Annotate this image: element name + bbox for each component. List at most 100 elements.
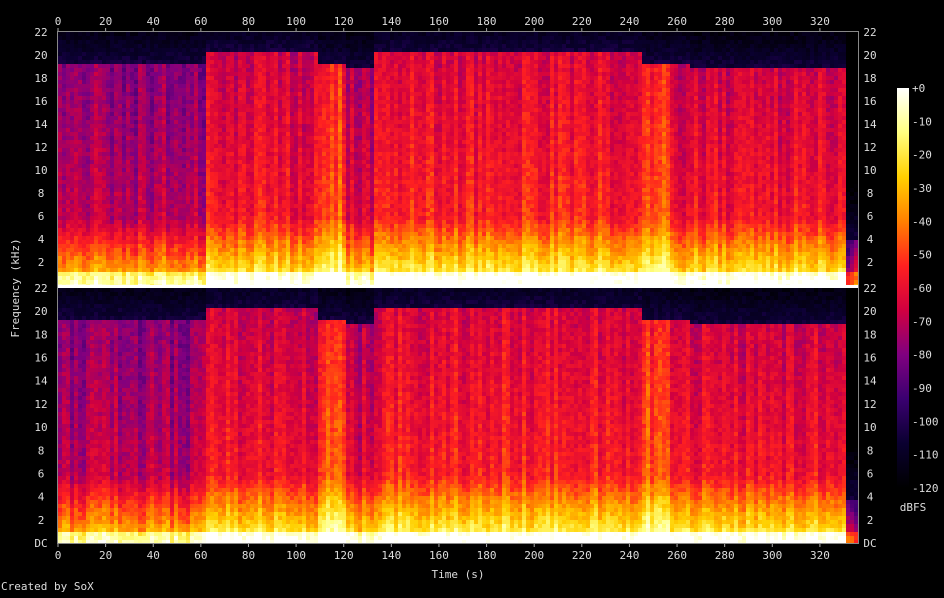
y-tick-label-left: 18: [34, 72, 47, 85]
x-tick-label-bottom: 180: [477, 549, 497, 562]
y-tick-label-right: 16: [863, 352, 876, 365]
x-tick-label-bottom: 40: [147, 549, 160, 562]
y-tick-label-right: 6: [867, 210, 874, 223]
x-tick-label-bottom: 320: [810, 549, 830, 562]
x-tick-label-bottom: 260: [667, 549, 687, 562]
x-tick-label-top: 280: [715, 15, 735, 28]
colorbar-tick-label: -90: [912, 382, 932, 395]
x-tick-label-bottom: 300: [762, 549, 782, 562]
x-tick-label-bottom: 120: [334, 549, 354, 562]
y-tick-label-right: 16: [863, 95, 876, 108]
x-axis-label: Time (s): [432, 568, 485, 581]
y-tick-label-left: 10: [34, 421, 47, 434]
colorbar-tick-label: -60: [912, 282, 932, 295]
spectrogram-panels: [58, 32, 858, 544]
y-tick-label-right: 2: [867, 256, 874, 269]
y-tick-label-right: 20: [863, 305, 876, 318]
x-tick-label-bottom: 20: [99, 549, 112, 562]
y-tick-label-right: 8: [867, 444, 874, 457]
x-tick-label-bottom: 160: [429, 549, 449, 562]
y-tick-label-left: 8: [38, 444, 45, 457]
y-tick-label-right: 4: [867, 233, 874, 246]
colorbar-tick-label: -80: [912, 349, 932, 362]
created-by-label: Created by SoX: [1, 580, 94, 593]
colorbar-tick-label: -120: [912, 482, 939, 495]
y-tick-label-right: 4: [867, 491, 874, 504]
colorbar-tick-label: -40: [912, 215, 932, 228]
x-tick-label-bottom: 220: [572, 549, 592, 562]
x-tick-label-top: 60: [194, 15, 207, 28]
y-tick-label-left: 14: [34, 375, 48, 388]
x-tick-label-top: 180: [477, 15, 497, 28]
y-tick-label-right: 18: [863, 72, 876, 85]
y-tick-label-left: 2: [38, 514, 45, 527]
colorbar-tick-label: -100: [912, 415, 939, 428]
y-tick-label-left: 12: [34, 398, 47, 411]
y-tick-label-left: 18: [34, 328, 47, 341]
y-axis-label: Frequency (kHz): [9, 238, 22, 337]
colorbar-tick-label: -50: [912, 249, 932, 262]
colorbar-gradient: [897, 88, 909, 488]
y-tick-label-left: 8: [38, 187, 45, 200]
x-tick-label-top: 320: [810, 15, 830, 28]
y-tick-label-left: 22: [34, 26, 47, 39]
x-tick-label-top: 0: [55, 15, 62, 28]
x-tick-label-bottom: 280: [715, 549, 735, 562]
y-tick-label-right: 20: [863, 49, 876, 62]
x-tick-label-top: 80: [242, 15, 255, 28]
colorbar-tick-label: -110: [912, 449, 939, 462]
y-tick-label-right: 14: [863, 118, 877, 131]
x-tick-label-bottom: 100: [286, 549, 306, 562]
y-tick-label-right: 22: [863, 282, 876, 295]
y-tick-label-right: 12: [863, 141, 876, 154]
colorbar-tick-label: +0: [912, 82, 925, 95]
x-tick-label-top: 40: [147, 15, 160, 28]
y-tick-label-left: 16: [34, 352, 47, 365]
x-tick-label-bottom: 140: [381, 549, 401, 562]
colorbar-tick-label: -20: [912, 149, 932, 162]
x-tick-label-bottom: 0: [55, 549, 62, 562]
y-tick-label-left: 20: [34, 49, 47, 62]
y-tick-label-left: 6: [38, 210, 45, 223]
x-tick-label-top: 20: [99, 15, 112, 28]
spectrogram-panel-1: [58, 32, 858, 288]
y-tick-label-left: 10: [34, 164, 47, 177]
colorbar-unit-label: dBFS: [900, 501, 927, 514]
y-tick-label-left: 4: [38, 491, 45, 504]
x-tick-label-top: 160: [429, 15, 449, 28]
y-tick-label-right: 10: [863, 164, 876, 177]
y-tick-label-right: 8: [867, 187, 874, 200]
y-tick-label-left: DC: [34, 537, 47, 550]
y-tick-label-right: 6: [867, 467, 874, 480]
x-tick-label-top: 300: [762, 15, 782, 28]
colorbar-tick-label: -70: [912, 315, 932, 328]
x-tick-label-bottom: 80: [242, 549, 255, 562]
y-tick-label-left: 12: [34, 141, 47, 154]
x-tick-label-top: 140: [381, 15, 401, 28]
x-tick-label-top: 120: [334, 15, 354, 28]
colorbar-tick-label: -10: [912, 115, 932, 128]
x-tick-label-bottom: 200: [524, 549, 544, 562]
y-tick-label-right: 10: [863, 421, 876, 434]
y-tick-label-right: 12: [863, 398, 876, 411]
x-tick-label-top: 240: [619, 15, 639, 28]
y-tick-label-left: 14: [34, 118, 48, 131]
x-tick-label-top: 220: [572, 15, 592, 28]
x-tick-label-top: 200: [524, 15, 544, 28]
y-tick-label-left: 20: [34, 305, 47, 318]
y-tick-label-left: 4: [38, 233, 45, 246]
y-tick-label-left: 6: [38, 467, 45, 480]
x-tick-label-top: 260: [667, 15, 687, 28]
y-tick-label-right: DC: [863, 537, 876, 550]
x-tick-label-top: 100: [286, 15, 306, 28]
y-tick-label-right: 18: [863, 328, 876, 341]
y-tick-label-right: 14: [863, 375, 877, 388]
y-tick-label-left: 22: [34, 282, 47, 295]
y-tick-label-right: 22: [863, 26, 876, 39]
y-tick-label-left: 2: [38, 256, 45, 269]
y-tick-label-left: 16: [34, 95, 47, 108]
colorbar-tick-label: -30: [912, 182, 932, 195]
y-tick-label-right: 2: [867, 514, 874, 527]
